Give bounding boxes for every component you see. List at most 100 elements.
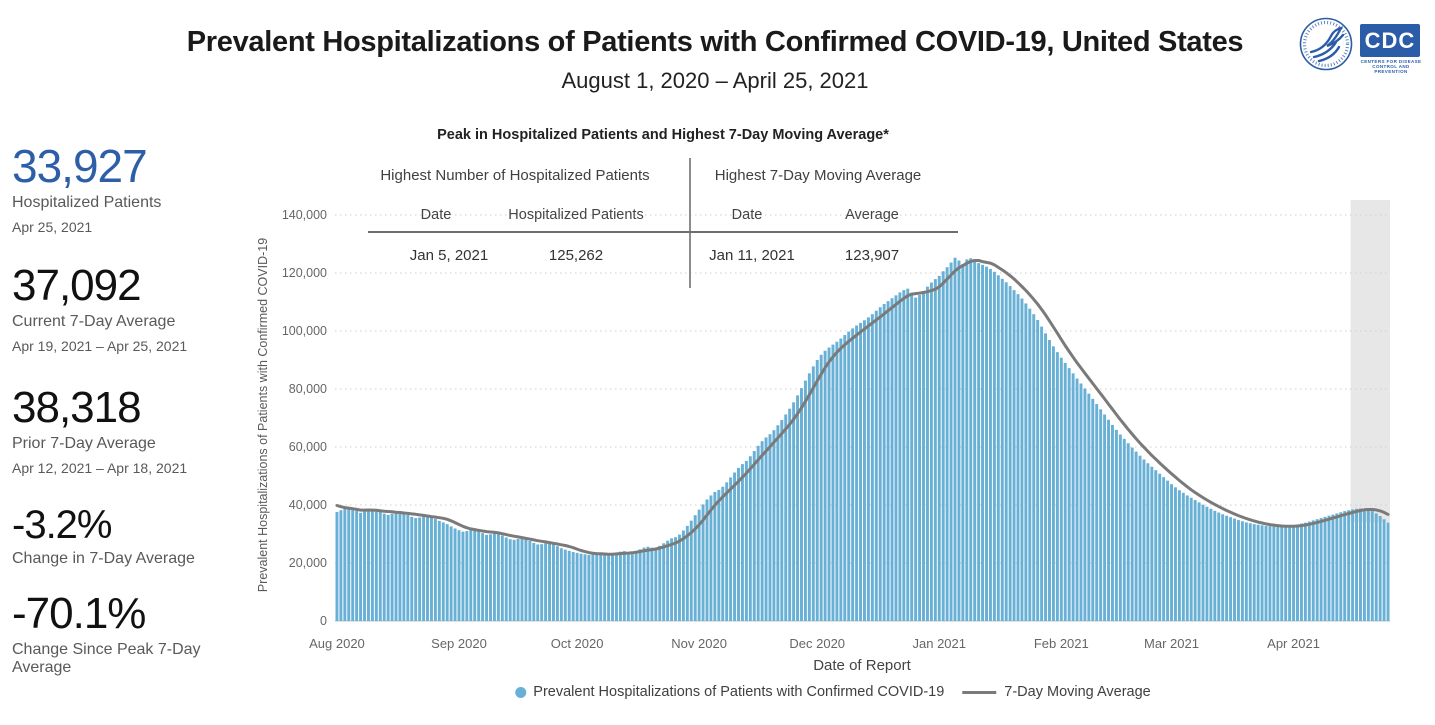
bar[interactable]	[973, 260, 977, 621]
bar[interactable]	[634, 551, 638, 621]
bar[interactable]	[674, 537, 677, 621]
bar[interactable]	[1000, 278, 1004, 621]
bar[interactable]	[1173, 487, 1177, 621]
bar[interactable]	[347, 507, 351, 621]
bar[interactable]	[575, 552, 579, 621]
bar[interactable]	[1248, 523, 1252, 621]
bar[interactable]	[583, 554, 587, 621]
bar[interactable]	[1256, 524, 1260, 621]
bar[interactable]	[1185, 495, 1189, 621]
bar[interactable]	[579, 553, 583, 621]
bar[interactable]	[469, 529, 473, 621]
bar[interactable]	[445, 524, 449, 621]
bar[interactable]	[1307, 521, 1311, 621]
bar[interactable]	[1075, 378, 1079, 621]
bar[interactable]	[733, 472, 737, 621]
bar[interactable]	[882, 304, 886, 621]
bar[interactable]	[528, 540, 532, 621]
bar[interactable]	[890, 298, 894, 621]
bar[interactable]	[1166, 480, 1170, 621]
bar[interactable]	[520, 538, 524, 621]
bar[interactable]	[1351, 509, 1355, 621]
bar[interactable]	[618, 551, 622, 621]
bar[interactable]	[1331, 514, 1335, 621]
bar[interactable]	[1177, 490, 1181, 621]
bar[interactable]	[756, 445, 760, 621]
bar[interactable]	[473, 529, 477, 621]
bar[interactable]	[1150, 466, 1154, 621]
bar[interactable]	[996, 275, 1000, 621]
bar[interactable]	[1276, 526, 1280, 621]
bar[interactable]	[1189, 497, 1193, 621]
bar[interactable]	[1319, 518, 1323, 621]
bar[interactable]	[382, 513, 386, 621]
bar[interactable]	[1048, 339, 1051, 621]
bar[interactable]	[1343, 511, 1347, 621]
bar[interactable]	[1225, 515, 1229, 621]
bar[interactable]	[1347, 510, 1351, 621]
bar[interactable]	[945, 267, 949, 621]
bar[interactable]	[1111, 424, 1114, 621]
bar[interactable]	[843, 335, 847, 621]
bar[interactable]	[874, 310, 878, 621]
bar[interactable]	[1299, 523, 1303, 621]
bar[interactable]	[764, 437, 768, 621]
bar[interactable]	[823, 350, 827, 621]
bar[interactable]	[555, 546, 559, 621]
bar[interactable]	[540, 544, 544, 621]
bar[interactable]	[611, 554, 614, 621]
bar[interactable]	[449, 526, 453, 621]
bar[interactable]	[831, 344, 835, 621]
bar[interactable]	[1126, 443, 1130, 621]
bar[interactable]	[918, 295, 922, 621]
bar[interactable]	[670, 538, 674, 621]
bar[interactable]	[925, 286, 929, 621]
bar[interactable]	[646, 546, 650, 621]
bar[interactable]	[366, 509, 370, 621]
bar[interactable]	[835, 341, 839, 621]
bar[interactable]	[949, 262, 953, 621]
bar[interactable]	[426, 515, 429, 621]
bar[interactable]	[859, 322, 862, 621]
bar[interactable]	[681, 530, 685, 621]
bar[interactable]	[1008, 286, 1012, 621]
bar[interactable]	[414, 518, 418, 621]
bar[interactable]	[559, 548, 563, 621]
bar[interactable]	[1355, 508, 1359, 621]
bar[interactable]	[1244, 522, 1248, 621]
bar[interactable]	[1264, 525, 1268, 621]
bar[interactable]	[422, 516, 426, 621]
bar[interactable]	[1087, 393, 1091, 621]
bar[interactable]	[1221, 514, 1225, 621]
bar[interactable]	[870, 314, 874, 621]
bar[interactable]	[516, 538, 520, 621]
bar[interactable]	[1378, 516, 1382, 621]
bar[interactable]	[512, 539, 516, 621]
bar[interactable]	[363, 511, 366, 621]
bar[interactable]	[536, 544, 540, 621]
bar[interactable]	[815, 360, 819, 621]
bar[interactable]	[811, 366, 815, 621]
bar[interactable]	[772, 430, 776, 621]
bar[interactable]	[429, 516, 433, 621]
bar[interactable]	[548, 542, 552, 621]
bar[interactable]	[567, 550, 571, 621]
bar[interactable]	[370, 509, 374, 621]
bar[interactable]	[1229, 517, 1233, 621]
bar[interactable]	[1335, 513, 1339, 621]
bar[interactable]	[1122, 438, 1126, 621]
bar[interactable]	[1374, 513, 1378, 621]
bar[interactable]	[504, 537, 508, 621]
bar[interactable]	[713, 491, 717, 621]
bar[interactable]	[1170, 484, 1173, 621]
bar[interactable]	[839, 338, 843, 621]
bar[interactable]	[418, 517, 422, 621]
bar[interactable]	[359, 512, 363, 621]
bar[interactable]	[1142, 459, 1146, 621]
bar[interactable]	[894, 295, 898, 621]
bar[interactable]	[658, 545, 662, 621]
bar[interactable]	[607, 555, 611, 621]
bar[interactable]	[914, 297, 918, 621]
bar[interactable]	[433, 518, 437, 621]
bar[interactable]	[1303, 522, 1307, 621]
